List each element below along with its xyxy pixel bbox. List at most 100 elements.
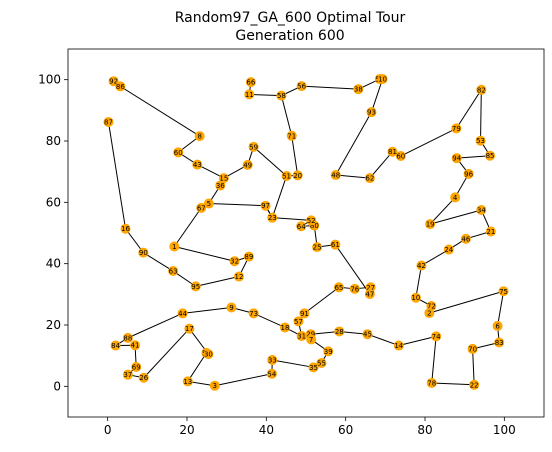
city-label: 18 (281, 324, 290, 332)
city-label: 93 (367, 109, 376, 117)
city-marker (475, 135, 486, 146)
city-node: 57 (293, 316, 304, 327)
city-marker (364, 173, 375, 184)
city-label: 47 (365, 291, 374, 299)
tour-edge (455, 89, 482, 129)
city-label: 87 (104, 118, 113, 126)
city-node: 85 (485, 150, 496, 161)
tour-edge (431, 336, 437, 384)
city-label: 91 (300, 310, 309, 318)
city-node: 30 (203, 349, 214, 360)
city-marker (281, 170, 292, 181)
city-marker (306, 334, 317, 345)
tour-edge (472, 348, 475, 385)
city-node: 10 (377, 74, 388, 85)
x-tick-label: 40 (259, 423, 274, 437)
city-label: 41 (131, 342, 140, 350)
city-label: 3 (213, 382, 217, 390)
city-label: 26 (139, 374, 148, 382)
city-node: 84 (110, 340, 121, 351)
city-label: 63 (169, 268, 178, 276)
city-node: 32 (229, 256, 240, 267)
city-label: 19 (426, 221, 435, 229)
city-marker (463, 168, 474, 179)
city-marker (192, 159, 203, 170)
city-label: 59 (249, 143, 258, 151)
city-marker (110, 340, 121, 351)
city-label: 12 (235, 273, 244, 281)
city-node: 24 (443, 244, 454, 255)
city-label: 20 (293, 172, 302, 180)
city-node: 91 (299, 308, 310, 319)
tour-edge (369, 151, 393, 179)
city-marker (173, 147, 184, 158)
city-node: 97 (260, 200, 271, 211)
city-marker (138, 372, 149, 383)
tour-edge (480, 89, 482, 141)
city-marker (226, 302, 237, 313)
tour-edge (335, 174, 370, 179)
city-label: 5 (207, 200, 211, 208)
city-label: 17 (185, 325, 194, 333)
city-label: 39 (324, 348, 333, 356)
city-node: 16 (120, 223, 131, 234)
city-marker (426, 377, 437, 388)
city-label: 14 (394, 342, 403, 350)
city-node: 2 (424, 308, 435, 319)
city-node: 53 (475, 135, 486, 146)
city-label: 54 (267, 370, 276, 378)
city-node: 1 (169, 241, 180, 252)
city-node: 46 (460, 233, 471, 244)
city-label: 35 (309, 364, 318, 372)
city-marker (395, 151, 406, 162)
city-label: 69 (132, 364, 141, 372)
city-marker (492, 320, 503, 331)
city-marker (138, 247, 149, 258)
city-marker (169, 241, 180, 252)
city-marker (425, 219, 436, 230)
y-tick-label: 20 (46, 318, 61, 332)
city-node: 93 (366, 107, 377, 118)
city-label: 73 (249, 310, 258, 318)
tour-edge (291, 135, 299, 176)
city-node: 36 (215, 180, 226, 191)
city-label: 7 (309, 336, 313, 344)
city-marker (476, 84, 487, 95)
city-node: 9 (226, 302, 237, 313)
city-label: 88 (123, 334, 132, 342)
city-node: 69 (131, 362, 142, 373)
city-label: 97 (261, 202, 270, 210)
city-marker (209, 380, 220, 391)
city-node: 37 (122, 369, 133, 380)
city-node: 70 (467, 343, 478, 354)
tour-edge (304, 286, 340, 314)
city-label: 51 (282, 172, 291, 180)
city-marker (443, 244, 454, 255)
city-label: 71 (287, 132, 296, 140)
city-label: 94 (452, 155, 461, 163)
city-node: 38 (353, 84, 364, 95)
city-label: 80 (310, 222, 319, 230)
city-marker (196, 202, 207, 213)
city-marker (364, 289, 375, 300)
city-node: 17 (184, 323, 195, 334)
city-label: 85 (486, 152, 495, 160)
city-node: 23 (267, 212, 278, 223)
city-marker (279, 322, 290, 333)
chart-title: Random97_GA_600 Optimal Tour (175, 10, 406, 26)
city-marker (168, 266, 179, 277)
city-node: 26 (138, 372, 149, 383)
city-node: 74 (431, 331, 442, 342)
y-axis: 0 20 40 60 80 100 (38, 73, 68, 393)
x-tick-label: 100 (493, 423, 516, 437)
city-label: 16 (121, 225, 130, 233)
city-marker (260, 200, 271, 211)
city-marker (330, 239, 341, 250)
city-label: 75 (499, 288, 508, 296)
city-label: 89 (244, 253, 253, 261)
city-marker (393, 340, 404, 351)
city-label: 6 (495, 322, 500, 330)
tour-edge (456, 155, 491, 159)
city-label: 9 (229, 304, 233, 312)
